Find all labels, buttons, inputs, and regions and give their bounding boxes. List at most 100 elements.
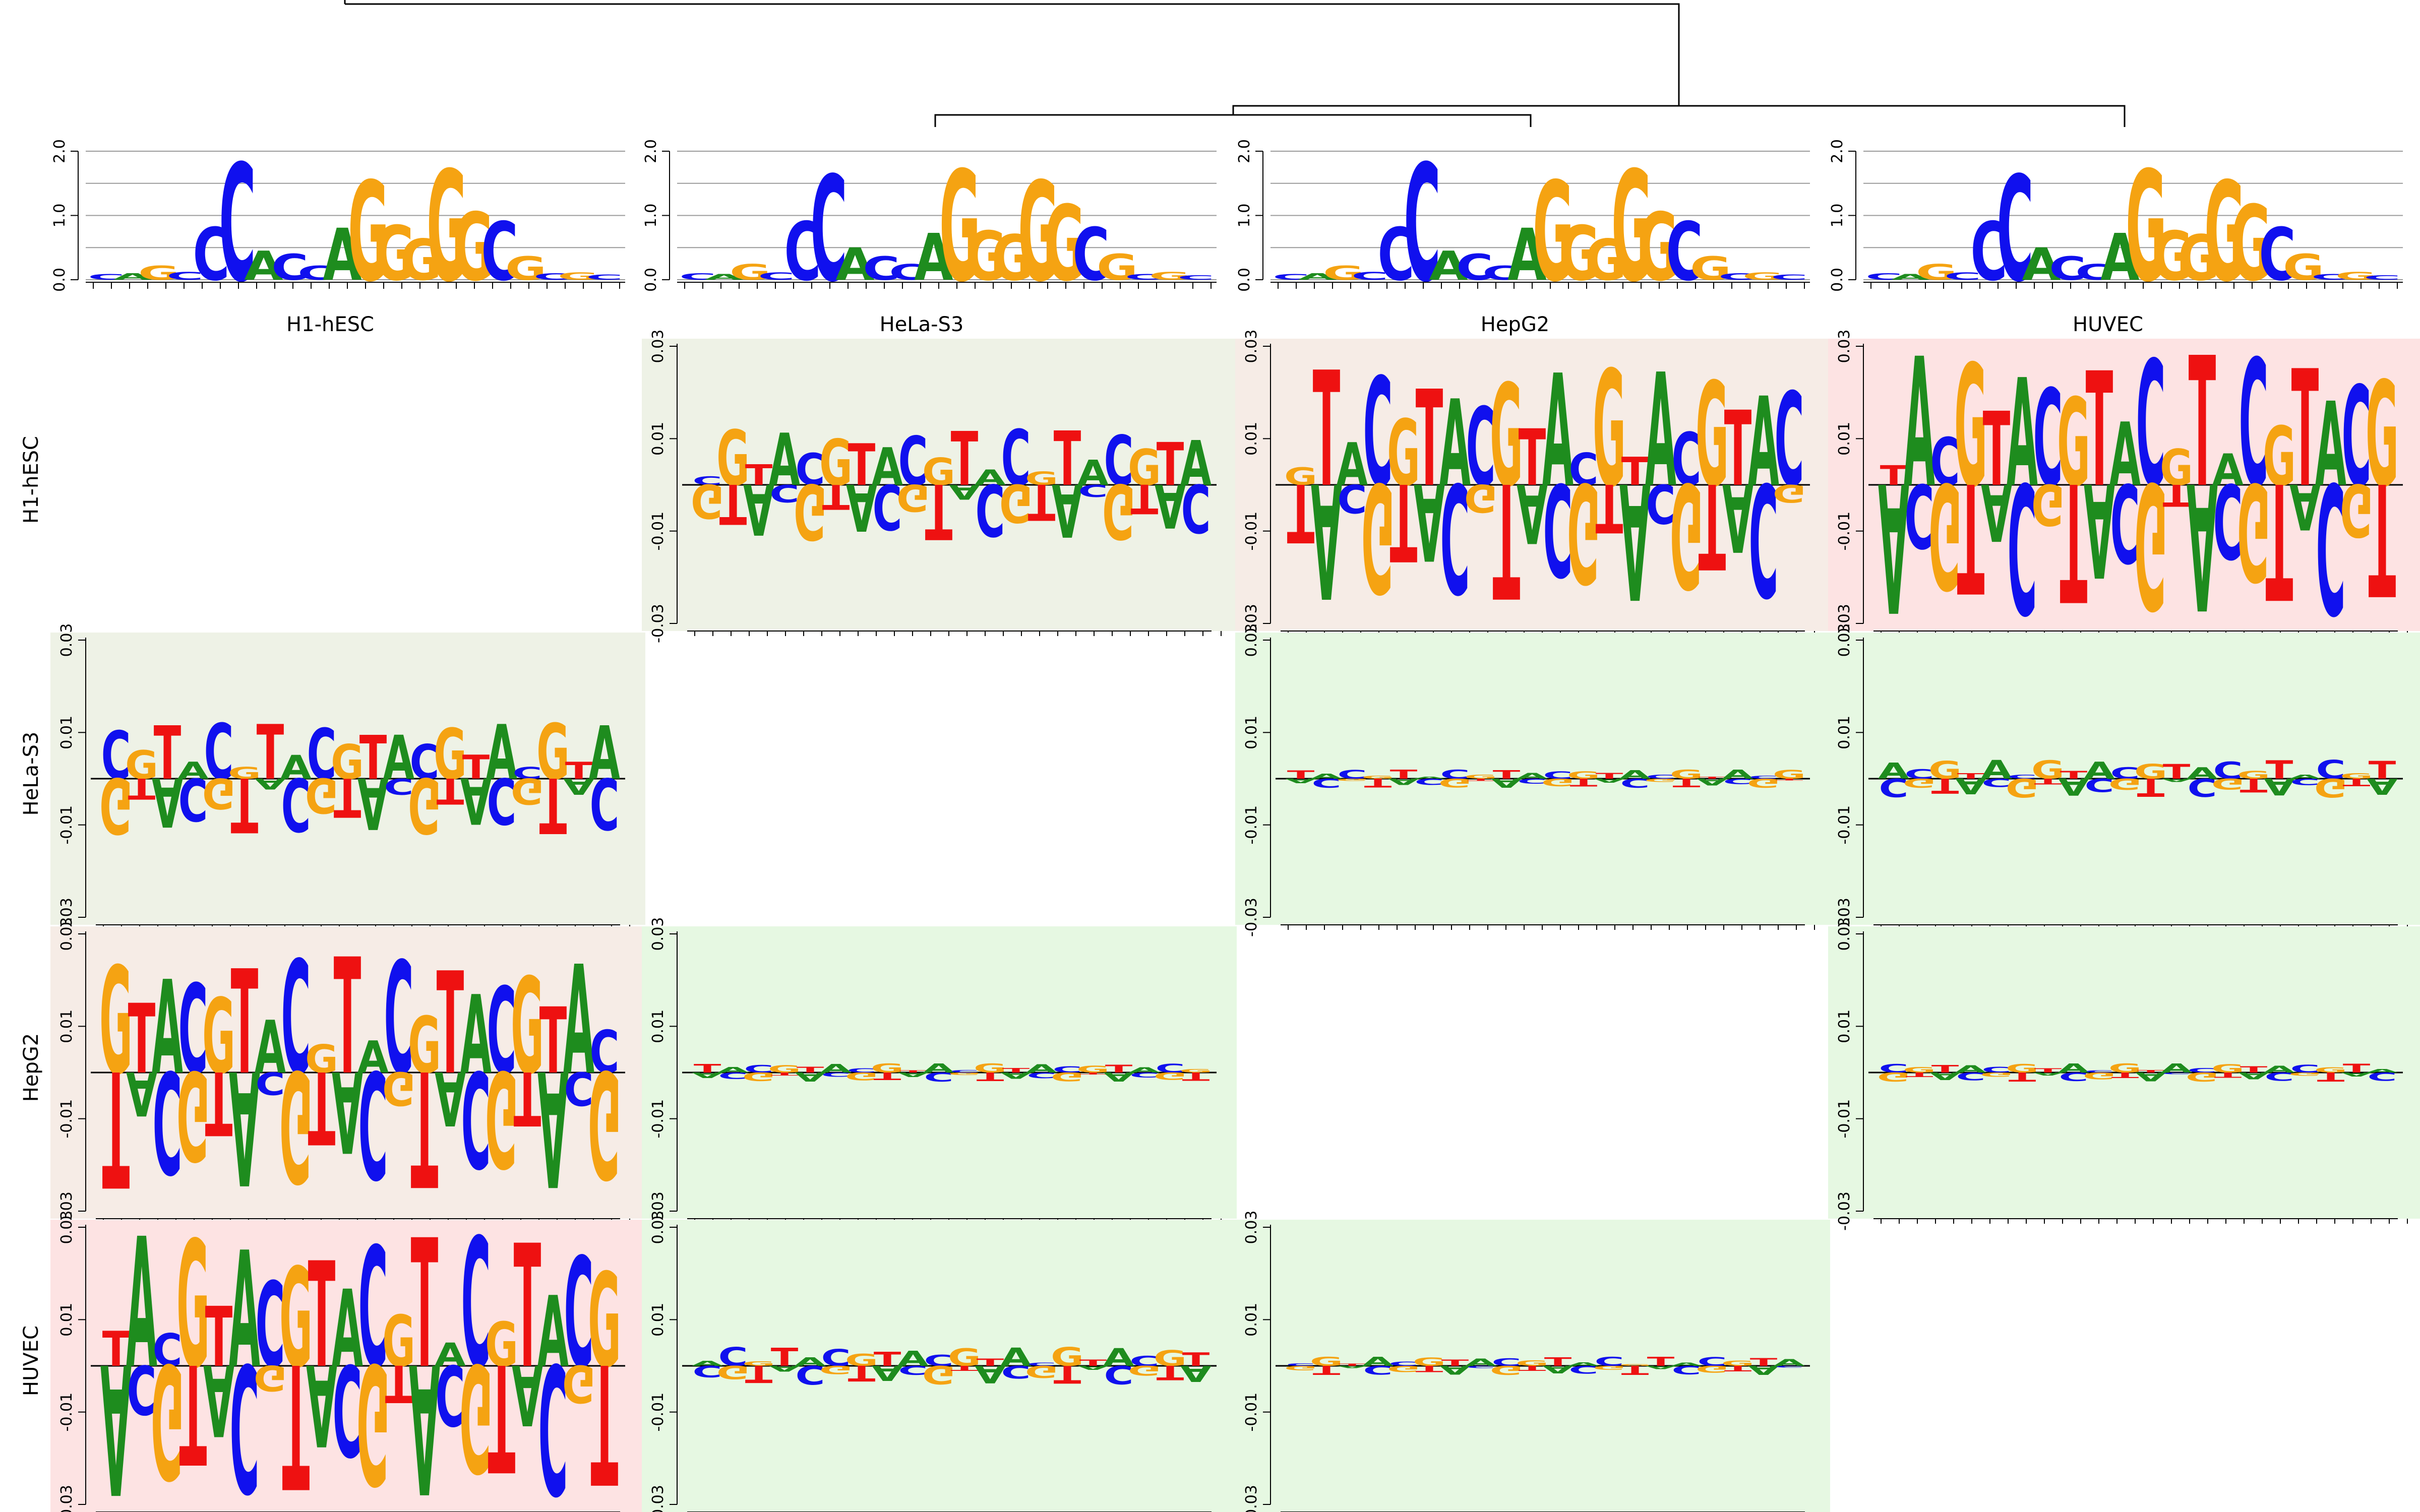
diff-letter-C: C — [2110, 764, 2140, 782]
diff-letter-G: G — [434, 714, 467, 795]
diff-letter-A: A — [1542, 1363, 1574, 1375]
diff-letter-C: C — [1415, 777, 1444, 787]
diff-letter-A: A — [1517, 465, 1548, 559]
diff-letter-A: A — [717, 1065, 749, 1075]
diff-letter-C: C — [1905, 464, 1934, 566]
diff-letter-T: T — [2317, 1069, 2345, 1084]
diff-letter-C: C — [1879, 773, 1909, 802]
diff-letter-G: G — [202, 977, 235, 1097]
diff-letter-G: G — [202, 769, 235, 817]
diff-letter-C: C — [2188, 773, 2217, 802]
panel-tick-label: 0.03 — [649, 917, 667, 951]
diff-letter-T: T — [514, 1210, 541, 1406]
diff-letter-C: C — [1982, 1065, 2012, 1075]
panel-tick-label: 0.01 — [58, 1010, 76, 1043]
diff-letter-G: G — [845, 1070, 878, 1083]
diff-letter-A: A — [589, 711, 620, 796]
logo-letter-C: C — [1996, 146, 2033, 314]
panel-tick-label: 0.03 — [58, 623, 76, 657]
logo-letter-C: C — [810, 146, 847, 314]
diff-letter-C: C — [410, 735, 440, 790]
diff-letter-G: G — [254, 1357, 287, 1398]
diff-letter-T: T — [539, 761, 567, 849]
diff-letter-C: C — [2213, 460, 2243, 579]
diff-letter-A: A — [537, 1035, 569, 1219]
diff-letter-T: T — [1699, 776, 1726, 779]
diff-letter-G: G — [1284, 1364, 1317, 1372]
diff-letter-T: T — [1182, 1349, 1210, 1370]
diff-letter-G: G — [511, 950, 544, 1104]
diff-letter-A: A — [1180, 428, 1212, 500]
diff-letter-G: G — [2006, 773, 2039, 802]
diff-letter-C: C — [333, 1336, 362, 1481]
diff-letter-T: T — [1054, 1360, 1081, 1388]
diff-letter-C: C — [693, 1362, 722, 1380]
diff-letter-T: T — [1028, 473, 1056, 530]
diff-letter-A: A — [486, 710, 517, 797]
panel-tick-label: -0.01 — [1243, 805, 1260, 845]
diff-letter-G: G — [1696, 1364, 1729, 1375]
diff-letter-G: G — [382, 1061, 415, 1115]
diff-letter-A: A — [1362, 1354, 1394, 1369]
diff-letter-A: A — [1103, 1069, 1134, 1084]
diff-letter-T: T — [1002, 1067, 1030, 1074]
diff-letter-G: G — [331, 734, 364, 790]
diff-letter-T: T — [359, 723, 387, 793]
diff-letter-C: C — [1027, 1362, 1057, 1367]
logo-letter-A: A — [704, 272, 744, 281]
logo-letter-C: C — [88, 272, 125, 281]
diff-letter-T: T — [1880, 461, 1908, 492]
diff-letter-T: T — [1983, 392, 2011, 510]
logo-letter-C: C — [889, 260, 926, 285]
diff-letter-T: T — [102, 1321, 130, 1377]
panel-tick-label: 0.01 — [649, 1010, 667, 1043]
panel-tick-label: -0.01 — [1836, 805, 1853, 845]
diff-letter-C: C — [590, 762, 620, 844]
diff-letter-T: T — [231, 761, 259, 848]
diff-letter-T: T — [2034, 777, 2062, 786]
dendrogram-branch-mid2 — [1232, 105, 2126, 115]
diff-letter-C: C — [1338, 767, 1367, 781]
diff-letter-G: G — [1413, 1355, 1446, 1369]
diff-letter-A: A — [1697, 777, 1728, 788]
diff-letter-T: T — [2034, 1067, 2062, 1074]
diff-letter-G: G — [2057, 374, 2090, 514]
diff-letter-A: A — [1878, 443, 1909, 648]
diff-letter-A: A — [769, 1364, 800, 1373]
diff-letter-T: T — [334, 925, 361, 1110]
diff-letter-T: T — [1931, 1063, 1959, 1075]
panel-tick-label: 0.01 — [1836, 716, 1853, 749]
diff-letter-G: G — [511, 770, 544, 811]
diff-letter-T: T — [1390, 767, 1418, 782]
diff-letter-C: C — [2059, 1070, 2089, 1084]
diff-letter-G: G — [1567, 452, 1600, 611]
logo-letter-C: C — [2259, 213, 2295, 297]
diff-letter-A: A — [2238, 1070, 2269, 1081]
diff-letter-C: C — [1672, 1363, 1702, 1377]
diff-letter-G: G — [2237, 453, 2270, 607]
diff-letter-C: C — [1775, 365, 1804, 515]
diff-letter-A: A — [2367, 773, 2398, 799]
diff-letter-A: A — [152, 954, 183, 1103]
diff-letter-G: G — [99, 761, 133, 850]
logo-tick-label: 0.0 — [1829, 268, 1846, 292]
diff-letter-T: T — [231, 940, 259, 1107]
diff-letter-C: C — [487, 963, 517, 1101]
diff-letter-T: T — [411, 1035, 439, 1219]
diff-letter-C: C — [1104, 421, 1134, 501]
diff-letter-C: C — [821, 1071, 851, 1078]
logo-letter-G: G — [2126, 139, 2167, 316]
diff-letter-A: A — [255, 1006, 286, 1090]
diff-letter-G: G — [1310, 1354, 1343, 1369]
diff-letter-T: T — [1339, 1363, 1366, 1366]
diff-letter-A: A — [1774, 1357, 1805, 1368]
diff-letter-C: C — [1595, 1354, 1624, 1369]
diff-letter-A: A — [1311, 773, 1343, 780]
diff-letter-A: A — [2212, 445, 2244, 495]
diff-letter-C: C — [2188, 1067, 2217, 1074]
column-labels: H1-hESC HeLa-S3 HepG2 HUVEC — [286, 313, 2143, 336]
diff-letter-T: T — [874, 1348, 901, 1370]
panel-tick-label: 0.03 — [649, 330, 667, 363]
diff-letter-C: C — [358, 1037, 388, 1208]
panel-tick-label: 0.03 — [1836, 623, 1853, 657]
